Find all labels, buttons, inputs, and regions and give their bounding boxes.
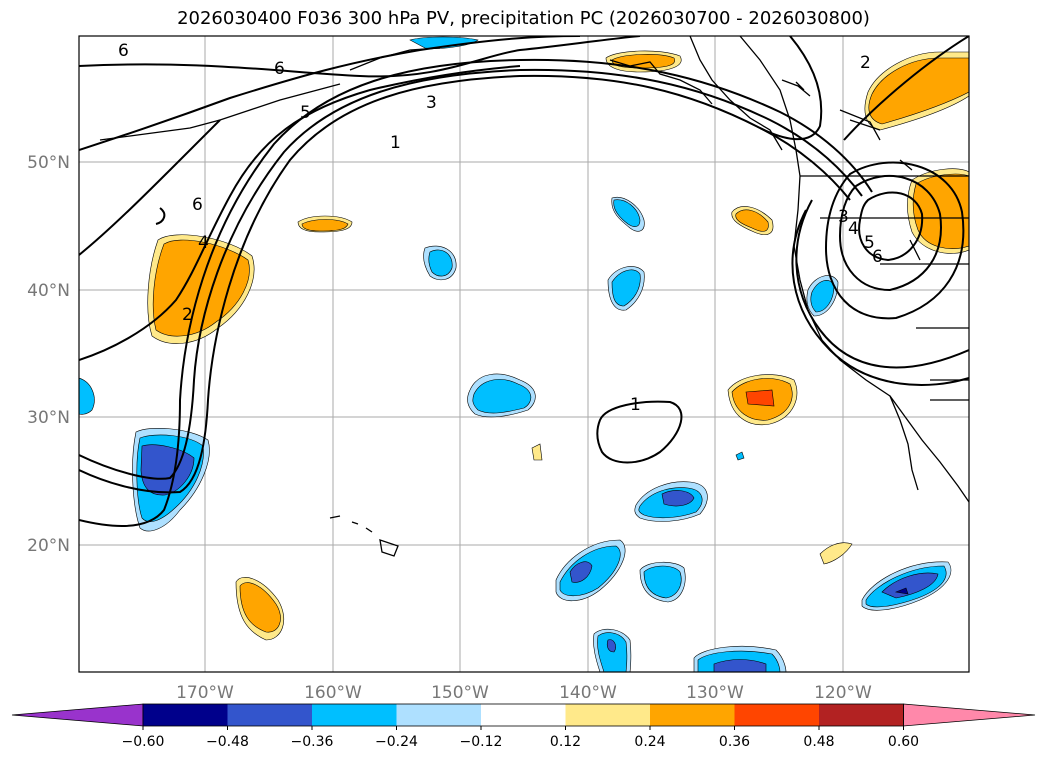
precip-positive-anomalies <box>147 50 969 641</box>
contour-label: 3 <box>838 207 849 227</box>
lon-label-140w: 140°W <box>559 683 617 703</box>
lon-label-150w: 150°W <box>431 683 489 703</box>
colorbar-segment <box>734 704 819 726</box>
colorbar-segment <box>565 704 650 726</box>
pv-contour-labels: 6 6 5 3 1 6 4 2 2 1 3 4 5 6 <box>118 41 883 415</box>
colorbar-tick-label: 0.60 <box>888 734 919 750</box>
colorbar-segment <box>396 704 481 726</box>
contour-label: 5 <box>864 233 875 253</box>
map-title: 2026030400 F036 300 hPa PV, precipitatio… <box>177 8 870 29</box>
colorbar-tick-label: 0.36 <box>719 734 750 750</box>
lat-label-40n: 40°N <box>27 281 70 301</box>
colorbar-tick-label: 0.12 <box>550 734 581 750</box>
colorbar-tick-label: −0.12 <box>460 734 503 750</box>
colorbar-segment <box>143 704 228 726</box>
lat-label-50n: 50°N <box>27 153 70 173</box>
colorbar-tick-label: 0.24 <box>634 734 665 750</box>
contour-label: 4 <box>848 219 859 239</box>
colorbar-segment <box>481 704 566 726</box>
colorbar-segment <box>312 704 397 726</box>
longitude-labels: 170°W 160°W 150°W 140°W 130°W 120°W <box>176 683 872 703</box>
contour-label: 6 <box>274 59 285 79</box>
colorbar-tick-label: −0.36 <box>291 734 334 750</box>
contour-label: 3 <box>426 93 437 113</box>
lon-label-170w: 170°W <box>176 683 234 703</box>
lat-label-20n: 20°N <box>27 536 70 556</box>
colorbar: −0.60 −0.48 −0.36 −0.24 −0.12 0.12 0.24 0.36 0.4… <box>11 703 1036 750</box>
colorbar-segment <box>650 704 735 726</box>
contour-label: 5 <box>300 103 311 123</box>
contour-label: 2 <box>182 305 193 325</box>
precip-negative-anomalies <box>79 36 952 672</box>
colorbar-tick-label: −0.60 <box>122 734 165 750</box>
lat-label-30n: 30°N <box>27 408 70 428</box>
colorbar-border <box>142 703 904 727</box>
contour-label: 1 <box>390 133 401 153</box>
map-border <box>78 35 970 673</box>
contour-label: 6 <box>192 195 203 215</box>
colorbar-tick-label: −0.48 <box>206 734 249 750</box>
colorbar-segment <box>227 704 312 726</box>
map-frame-bg <box>79 36 969 672</box>
colorbar-segment <box>819 704 904 726</box>
contour-label: 1 <box>630 395 641 415</box>
colorbar-extend-low <box>11 703 144 727</box>
colorbar-extend-high <box>903 703 1036 727</box>
lon-label-130w: 130°W <box>686 683 744 703</box>
contour-label: 2 <box>860 53 871 73</box>
pv-contours <box>79 36 969 527</box>
colorbar-tick-label: 0.48 <box>803 734 834 750</box>
contour-label: 6 <box>118 41 129 61</box>
lon-label-120w: 120°W <box>814 683 872 703</box>
lon-label-160w: 160°W <box>304 683 362 703</box>
colorbar-tick-label: −0.24 <box>375 734 418 750</box>
latitude-labels: 50°N 40°N 30°N 20°N <box>27 153 70 556</box>
contour-label: 6 <box>872 247 883 267</box>
contour-label: 4 <box>198 233 209 253</box>
